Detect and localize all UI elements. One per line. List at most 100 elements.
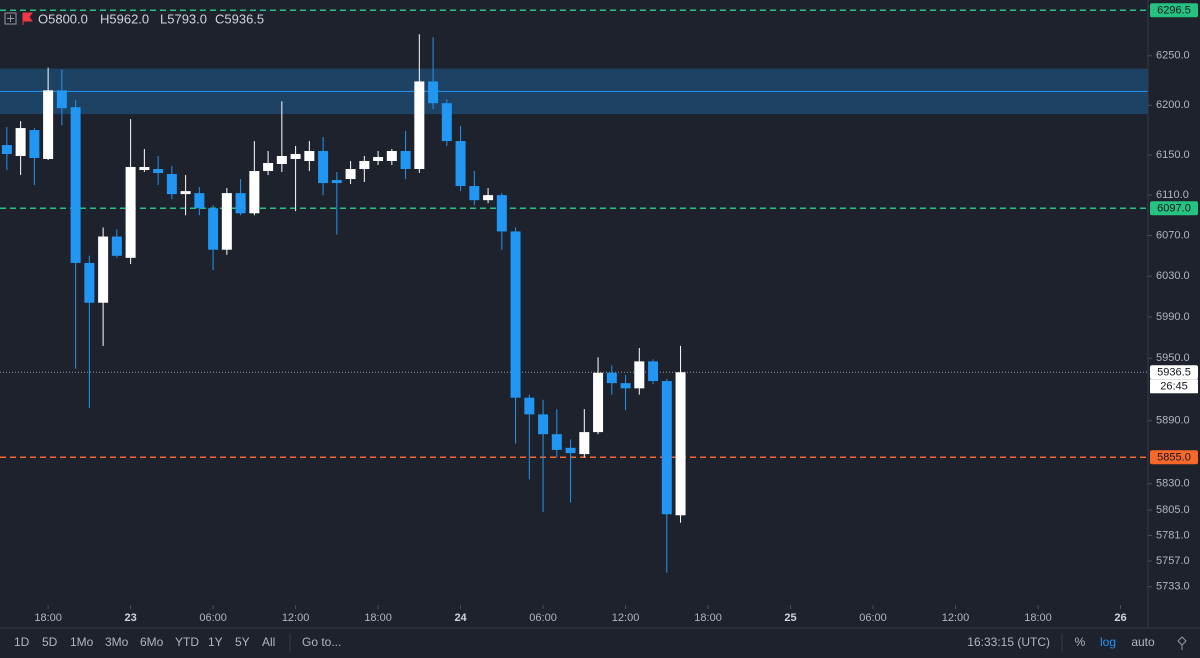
overlay: 6296.5 6097.0 5855.0 5936.5 26:45 O5800.0 H596…	[14, 3, 1198, 652]
candle-body	[606, 372, 617, 384]
candle-body	[455, 141, 466, 187]
price-tag-label: 6097.0	[1157, 203, 1191, 215]
x-tick-label: 12:00	[282, 612, 310, 624]
y-tick-label: 5757.0	[1156, 555, 1190, 567]
candle-body	[373, 157, 384, 162]
candle-body	[538, 414, 549, 435]
candle-body	[661, 381, 672, 515]
range-button[interactable]: 5D	[42, 635, 58, 649]
candle-body	[620, 383, 631, 389]
candle-body	[304, 151, 315, 162]
range-button[interactable]: 5Y	[235, 635, 250, 649]
candle-body	[56, 90, 67, 109]
price-tag	[1150, 365, 1198, 380]
range-button[interactable]: 6Mo	[140, 635, 164, 649]
x-tick-label: 18:00	[694, 612, 722, 624]
x-tick-label: 23	[124, 612, 136, 624]
y-tick-label: 6070.0	[1156, 229, 1190, 241]
candle-body	[249, 171, 260, 214]
x-tick-label: 26	[1114, 612, 1126, 624]
candle-body	[139, 167, 150, 171]
candle-body	[84, 262, 95, 303]
y-tick-label: 5733.0	[1156, 581, 1190, 593]
y-tick-label: 5805.0	[1156, 504, 1190, 516]
x-tick-label: 06:00	[529, 612, 557, 624]
candle-body	[496, 195, 507, 232]
ohlc-value: O5800.0	[38, 11, 88, 26]
x-tick-label: 06:00	[859, 612, 887, 624]
countdown: 26:45	[1160, 381, 1188, 393]
candle-body	[634, 361, 645, 389]
option-button[interactable]: auto	[1131, 635, 1155, 649]
candle-body	[510, 231, 521, 398]
x-tick-label: 18:00	[364, 612, 392, 624]
candle-body	[166, 174, 177, 195]
ohlc-value: L5793.0	[160, 11, 207, 26]
range-button[interactable]: 1D	[14, 635, 30, 649]
candle-body	[579, 432, 590, 455]
y-tick-label: 6200.0	[1156, 99, 1190, 111]
goto-button[interactable]: Go to...	[302, 635, 341, 649]
candle-body	[1, 145, 12, 155]
expand-icon[interactable]	[4, 12, 17, 25]
x-tick-label: 12:00	[942, 612, 970, 624]
x-tick-label: 18:00	[34, 612, 62, 624]
option-button[interactable]: %	[1075, 635, 1086, 649]
y-tick-label: 6030.0	[1156, 270, 1190, 282]
range-button[interactable]: 1Y	[208, 635, 223, 649]
range-button[interactable]: YTD	[175, 635, 199, 649]
settings-icon[interactable]	[1177, 636, 1187, 650]
price-tag-label: 5936.5	[1157, 367, 1191, 379]
candle-body	[441, 103, 452, 142]
price-tag-label: 5855.0	[1157, 452, 1191, 464]
y-tick-label: 5830.0	[1156, 477, 1190, 489]
price-tag	[1150, 201, 1198, 216]
candle-body	[208, 208, 219, 250]
ohlc-value: H5962.0	[100, 11, 149, 26]
candle-body	[43, 90, 54, 160]
y-tick-label: 5950.0	[1156, 352, 1190, 364]
price-tag	[1150, 3, 1198, 18]
range-button[interactable]: All	[262, 635, 275, 649]
candle-body	[153, 169, 164, 174]
candle-body	[400, 151, 411, 170]
y-tick-label: 5890.0	[1156, 415, 1190, 427]
candle-body	[483, 195, 494, 201]
clock: 16:33:15 (UTC)	[967, 635, 1050, 649]
countdown-tag	[1150, 379, 1198, 394]
candle-body	[318, 151, 329, 184]
range-button[interactable]: 3Mo	[105, 635, 129, 649]
candle-body	[359, 161, 370, 170]
y-tick-label: 6250.0	[1156, 50, 1190, 62]
candle-body	[15, 128, 26, 157]
candle-body	[345, 169, 356, 180]
ohlc-value: C5936.5	[215, 11, 264, 26]
candle-body	[70, 107, 81, 263]
y-tick-label: 5990.0	[1156, 311, 1190, 323]
plot-area: 6250.0 6200.0 6150.0 6110.0 6070.0 6030.0 5990…	[0, 9, 1190, 624]
candle-body	[414, 81, 425, 170]
header-icons	[4, 12, 33, 25]
range-button[interactable]: 1Mo	[70, 635, 94, 649]
price-tag	[1150, 450, 1198, 465]
candle-body	[593, 372, 604, 433]
candle-body	[675, 372, 686, 516]
y-tick-label: 5781.0	[1156, 529, 1190, 541]
candle-body	[524, 397, 535, 415]
candle-body	[98, 236, 109, 303]
candle-body	[276, 156, 287, 165]
flag-icon[interactable]	[22, 12, 33, 25]
candle-body	[29, 130, 40, 159]
x-tick-label: 24	[454, 612, 467, 624]
candle-body	[111, 236, 122, 256]
candle-body	[221, 193, 232, 250]
candle-body	[565, 447, 576, 454]
x-tick-label: 25	[784, 612, 796, 624]
candle-body	[125, 167, 136, 258]
candle-body	[180, 191, 191, 195]
option-button[interactable]: log	[1100, 635, 1116, 649]
x-tick-label: 12:00	[612, 612, 640, 624]
x-tick-label: 18:00	[1024, 612, 1052, 624]
